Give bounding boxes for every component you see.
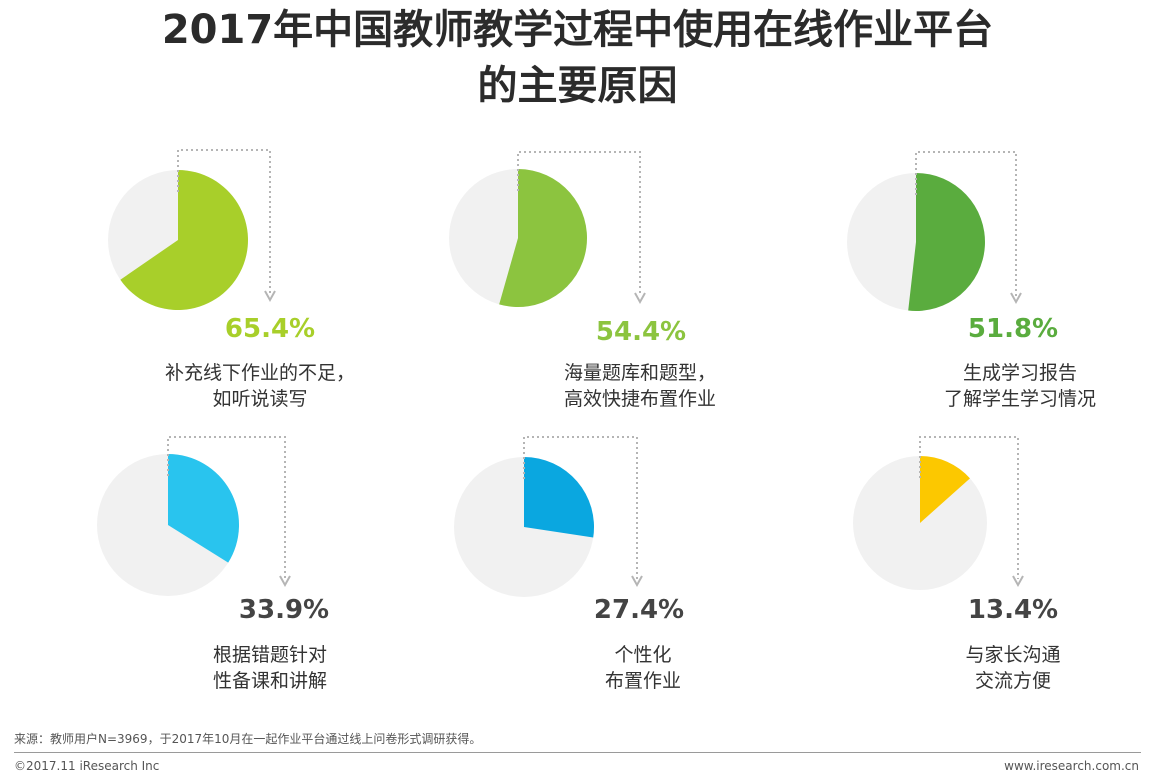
category-label-1-line1: 海量题库和题型， xyxy=(563,362,716,384)
connector-arrow-icon-1 xyxy=(634,292,646,305)
category-label-5-line1: 与家长沟通 xyxy=(965,644,1061,666)
category-label-1: 海量题库和题型， 高效快捷布置作业 xyxy=(510,360,770,412)
category-label-0-line1: 补充线下作业的不足， xyxy=(164,362,355,384)
value-label-1: 54.4% xyxy=(595,317,687,347)
connector-line-2 xyxy=(915,151,1017,296)
connector-line-3 xyxy=(167,436,286,579)
category-label-5: 与家长沟通 交流方便 xyxy=(883,642,1143,694)
pie-slice-0 xyxy=(120,170,248,311)
chart-title-line2: 的主要原因 xyxy=(477,63,678,109)
category-label-0-line2: 如听说读写 xyxy=(212,388,308,410)
category-label-5-line2: 交流方便 xyxy=(974,670,1051,692)
value-label-2: 51.8% xyxy=(967,314,1059,344)
category-label-0: 补充线下作业的不足， 如听说读写 xyxy=(130,360,390,412)
category-label-4: 个性化 布置作业 xyxy=(513,642,773,694)
value-label-3: 33.9% xyxy=(238,595,330,625)
pie-slice-3 xyxy=(168,454,240,563)
source-note: 来源：教师用户N=3969，于2017年10月在一起作业平台通过线上问卷形式调研… xyxy=(14,732,482,746)
category-label-2: 生成学习报告 了解学生学习情况 xyxy=(890,360,1150,412)
category-label-1-line2: 高效快捷布置作业 xyxy=(563,388,716,410)
connector-arrow-icon-0 xyxy=(264,290,276,303)
pie-slice-1 xyxy=(499,169,588,307)
pie-slice-2 xyxy=(908,173,985,311)
pie-slice-5 xyxy=(920,456,970,523)
copyright: ©2017.11 iResearch Inc xyxy=(14,759,160,773)
connector-line-1 xyxy=(517,151,641,296)
pie-slice-4 xyxy=(524,457,595,538)
category-label-3-line2: 性备课和讲解 xyxy=(212,670,327,692)
category-label-3-line1: 根据错题针对 xyxy=(212,644,327,666)
connector-line-4 xyxy=(523,436,638,579)
connector-arrow-icon-2 xyxy=(1010,292,1022,305)
connector-arrow-icon-4 xyxy=(631,575,643,588)
category-label-2-line2: 了解学生学习情况 xyxy=(943,388,1096,410)
footer-divider xyxy=(14,752,1141,753)
category-label-4-line2: 布置作业 xyxy=(604,670,681,692)
connector-line-0 xyxy=(177,149,271,294)
value-label-0: 65.4% xyxy=(224,314,316,344)
value-label-5: 13.4% xyxy=(967,595,1059,625)
value-label-4: 27.4% xyxy=(593,595,685,625)
connector-arrow-icon-3 xyxy=(279,575,291,588)
category-label-3: 根据错题针对 性备课和讲解 xyxy=(140,642,400,694)
chart-title-line1: 2017年中国教师教学过程中使用在线作业平台 xyxy=(161,7,994,53)
connector-arrow-icon-5 xyxy=(1012,575,1024,588)
website-link: www.iresearch.com.cn xyxy=(1004,759,1139,773)
connector-line-5 xyxy=(919,436,1019,579)
category-label-4-line1: 个性化 xyxy=(614,644,672,666)
category-label-2-line1: 生成学习报告 xyxy=(962,362,1077,384)
